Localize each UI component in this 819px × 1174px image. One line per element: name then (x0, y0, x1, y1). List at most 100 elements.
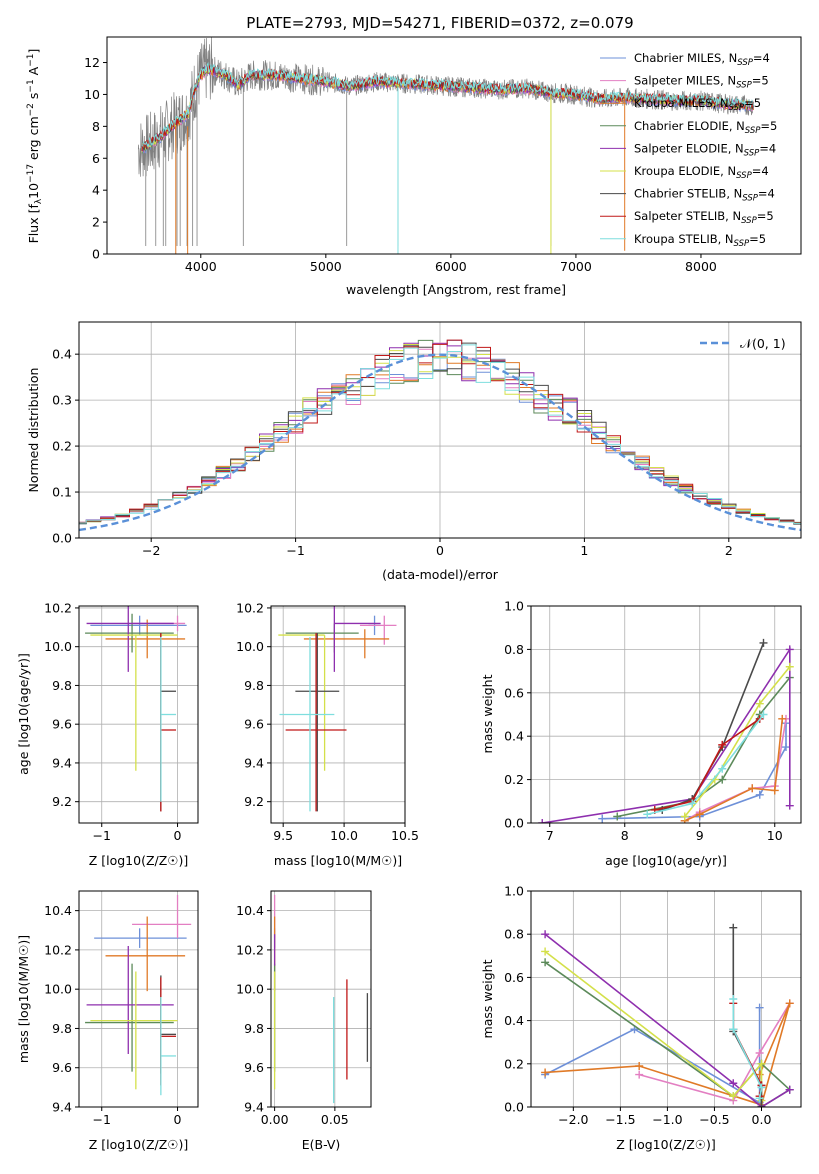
legend-entry: Kroupa ELODIE, NSSP=4 (634, 164, 769, 181)
y-tick-label: 0.6 (504, 970, 524, 985)
y-axis-label: Normed distribution (26, 368, 41, 493)
mass_vs_Z-marks (85, 894, 192, 1096)
weight-line (654, 718, 761, 811)
weight-point (755, 790, 764, 799)
weight-point (755, 1049, 764, 1057)
y-axis-label: mass weight (480, 959, 495, 1038)
y-tick-label: 10.2 (44, 600, 72, 615)
weight-point (770, 786, 779, 795)
weight-point (757, 1103, 766, 1107)
x-tick-label: −1 (286, 543, 304, 558)
weight-point (541, 1068, 550, 1077)
y-tick-label: 0.8 (504, 642, 524, 657)
y-tick-label: 0.1 (52, 485, 72, 500)
axes-frame (270, 605, 406, 824)
figure-title: PLATE=2793, MJD=54271, FIBERID=0372, z=0… (246, 14, 633, 32)
legend-entry: Salpeter MILES, NSSP=5 (634, 74, 769, 91)
weight-point (635, 1061, 644, 1070)
mass_vs_EBV-panel: 0.00 0.05 9.4 9.6 9.8 10.0 10.2 10.4 E(B-V) (236, 890, 372, 1152)
weight-point (785, 1085, 794, 1094)
legend-entry: Chabrier MILES, NSSP=4 (634, 51, 770, 68)
weight_vs_Z-panel: −2.0 −1.5 −1.0 −0.5 0.0 0.0 0.2 0.4 0.6 0.8 1.0 Z [… (480, 884, 802, 1152)
weight_vs_age-panel: 7 8 9 10 0.0 0.2 0.4 0.6 0.8 1.0 age [log10(age/yr… (480, 599, 802, 868)
y-tick-label: 0.0 (52, 531, 72, 546)
mass_vs_Z-panel: −1 0 9.4 9.6 9.8 10.0 10.2 10.4 Z [log10(Z/Z☉)] m… (16, 890, 199, 1152)
legend-entry: Kroupa STELIB, NSSP=5 (634, 232, 766, 249)
y-tick-label: 12 (84, 55, 100, 70)
weight_vs_Z-marks (541, 923, 794, 1107)
y-tick-label: 0.8 (504, 927, 524, 942)
weight-point (759, 710, 768, 719)
x-tick-label: 8 (621, 828, 629, 843)
x-tick-label: −1 (93, 1112, 111, 1127)
x-tick-label: 9.5 (273, 828, 293, 843)
weight-point (541, 947, 550, 956)
x-tick-label: 10 (767, 828, 783, 843)
x-tick-label: −1 (93, 828, 111, 843)
weight-line (542, 646, 791, 823)
x-tick-label: 0 (436, 543, 444, 558)
legend-entry: Salpeter STELIB, NSSP=5 (634, 209, 774, 226)
y-tick-label: 10.4 (44, 903, 72, 918)
spectrum-marks (137, 37, 754, 254)
weight-point (538, 819, 547, 823)
weight-line (647, 714, 765, 816)
y-tick-label: 6 (92, 151, 100, 166)
axes-frame (78, 890, 199, 1108)
y-axis-label: mass [log10(M/M☉)] (16, 935, 31, 1063)
y-tick-label: 9.4 (52, 755, 72, 770)
y-tick-label: 10.0 (236, 982, 264, 997)
y-tick-label: 9.6 (244, 717, 264, 732)
y-tick-label: 10.2 (236, 942, 264, 957)
y-tick-label: 9.6 (52, 1060, 72, 1075)
weight-point (755, 699, 764, 708)
y-tick-label: 0.4 (52, 347, 72, 362)
y-tick-label: 0.4 (504, 729, 524, 744)
y-axis-label: mass weight (480, 674, 495, 753)
x-tick-label: −1.0 (652, 1112, 682, 1127)
y-tick-label: 9.6 (244, 1060, 264, 1075)
y-tick-label: 0.2 (52, 439, 72, 454)
y-tick-label: 0.3 (52, 393, 72, 408)
x-tick-label: 10.5 (391, 828, 419, 843)
axes-frame (78, 605, 199, 824)
x-axis-label: mass [log10(M/M☉)] (274, 853, 402, 868)
x-tick-label: 4000 (185, 259, 217, 274)
weight-point (759, 638, 768, 647)
residual_hist-panel: −2 −1 0 1 2 0.0 0.1 0.2 0.3 0.4 𝒩(0, 1) (data-model… (26, 321, 802, 582)
weight-point (680, 812, 689, 821)
y-tick-label: 9.2 (52, 794, 72, 809)
weight-point (718, 740, 727, 749)
axes-frame (530, 890, 802, 1108)
x-axis-label: Z [log10(Z/Z☉)] (89, 1137, 189, 1152)
x-tick-label: −1.5 (605, 1112, 635, 1127)
age_vs_mass-panel: 9.5 10.0 10.5 9.2 9.4 9.6 9.8 10.0 10.2 mass [log… (236, 600, 419, 868)
y-tick-label: 9.4 (244, 1100, 264, 1115)
x-tick-label: 7000 (560, 259, 592, 274)
y-tick-label: 0.2 (504, 772, 524, 787)
axes-frame (270, 890, 372, 1108)
weight-point (643, 810, 652, 819)
age_vs_Z-panel: −1 0 9.2 9.4 9.6 9.8 10.0 10.2 Z [log10(Z/Z☉)] ag… (16, 600, 199, 868)
x-tick-label: 10.0 (330, 828, 358, 843)
legend-entry: Chabrier ELODIE, NSSP=5 (634, 119, 777, 136)
y-tick-label: 0.4 (504, 1013, 524, 1028)
x-axis-label: (data-model)/error (382, 567, 499, 582)
y-tick-label: 8 (92, 119, 100, 134)
mass_vs_EBV-marks (273, 894, 369, 1104)
weight-line (684, 666, 791, 818)
y-tick-label: 1.0 (504, 599, 524, 614)
y-tick-label: 0 (92, 247, 100, 262)
x-axis-label: Z [log10(Z/Z☉)] (616, 1137, 716, 1152)
weight-point (598, 814, 607, 823)
histogram-step (79, 339, 801, 524)
x-axis-label: wavelength [Angstrom, rest frame] (346, 282, 566, 297)
x-tick-label: 1 (580, 543, 588, 558)
weight-point (541, 958, 550, 967)
x-tick-label: 0.0 (752, 1112, 772, 1127)
y-tick-label: 9.8 (244, 678, 264, 693)
y-tick-label: 1.0 (504, 884, 524, 899)
spectrum-model-line (141, 61, 754, 148)
x-tick-label: 0 (174, 1112, 182, 1127)
x-tick-label: −2.0 (558, 1112, 588, 1127)
